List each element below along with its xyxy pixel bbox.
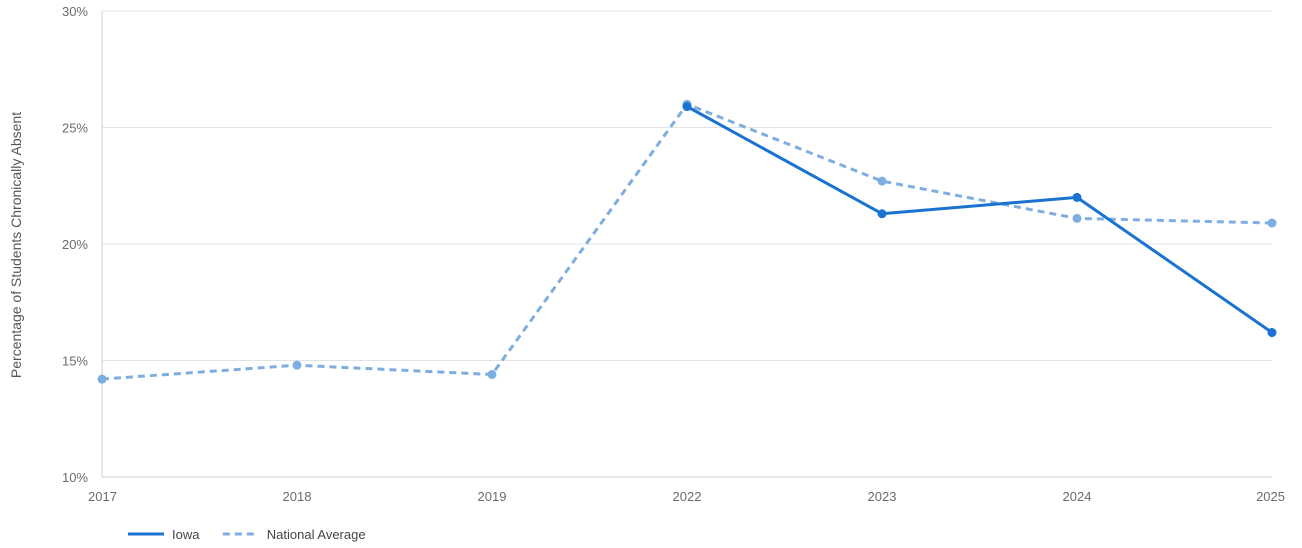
- y-tick-label: 30%: [62, 4, 88, 19]
- y-tick-label: 10%: [62, 470, 88, 485]
- x-axis-ticks: 2017 2018 2019 2022 2023 2024 2025: [88, 489, 1285, 504]
- data-point-iowa[interactable]: [877, 209, 887, 219]
- data-point-iowa[interactable]: [1267, 328, 1277, 338]
- y-tick-label: 15%: [62, 354, 88, 369]
- legend: Iowa National Average: [128, 527, 366, 542]
- data-point-national-average[interactable]: [1072, 213, 1082, 223]
- series-layer: [97, 99, 1277, 384]
- data-point-iowa[interactable]: [1072, 192, 1082, 202]
- y-tick-label: 25%: [62, 121, 88, 136]
- data-point-national-average[interactable]: [97, 374, 107, 384]
- legend-label-national-average: National Average: [267, 527, 366, 542]
- x-tick-label: 2019: [478, 489, 507, 504]
- legend-label-iowa: Iowa: [172, 527, 200, 542]
- grid-lines: [101, 10, 1272, 478]
- x-tick-label: 2018: [283, 489, 312, 504]
- data-point-national-average[interactable]: [292, 360, 302, 370]
- x-tick-label: 2025: [1256, 489, 1285, 504]
- series-line-national-average: [101, 102, 1273, 381]
- data-point-national-average[interactable]: [487, 369, 497, 379]
- x-tick-label: 2024: [1063, 489, 1092, 504]
- x-tick-label: 2022: [673, 489, 702, 504]
- y-tick-label: 20%: [62, 237, 88, 252]
- y-axis-label: Percentage of Students Chronically Absen…: [8, 112, 24, 378]
- data-point-iowa[interactable]: [682, 102, 692, 112]
- y-axis-ticks: 10% 15% 20% 25% 30%: [62, 4, 88, 485]
- data-point-national-average[interactable]: [1267, 218, 1277, 228]
- x-tick-label: 2017: [88, 489, 117, 504]
- x-tick-label: 2023: [868, 489, 897, 504]
- series-line-iowa: [686, 105, 1273, 334]
- data-point-national-average[interactable]: [877, 176, 887, 186]
